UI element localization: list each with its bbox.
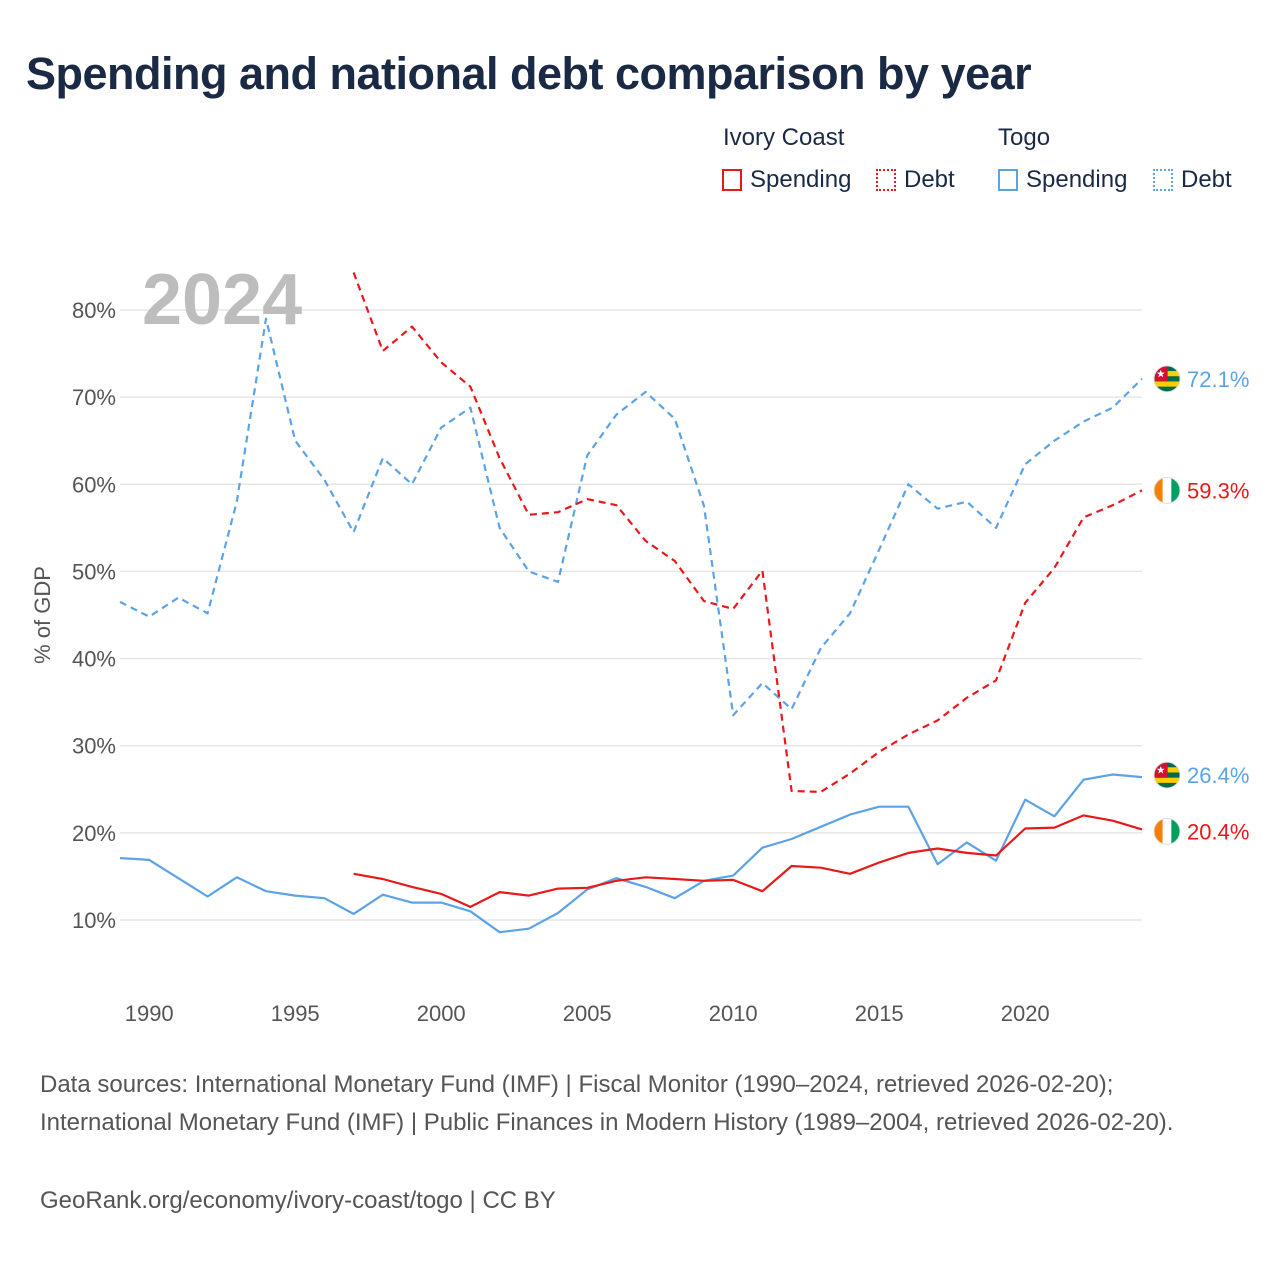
x-tick-label: 2005 xyxy=(563,1001,612,1026)
line-chart: 10% 20% 30% 40% 50% 60% 70% 80% 1990 1995 2000 2005… xyxy=(30,260,1249,1026)
legend-item-togo-debt[interactable]: Debt xyxy=(1153,166,1232,194)
legend-title-ivory-coast: Ivory Coast xyxy=(723,124,845,151)
x-tick-label: 2020 xyxy=(1001,1001,1050,1026)
data-sources: Data sources: International Monetary Fun… xyxy=(40,1071,1174,1136)
legend-label: Debt xyxy=(1181,166,1232,193)
chart-title: Spending and national debt comparison by… xyxy=(26,48,1032,99)
end-value-label: 59.3% xyxy=(1187,478,1249,503)
y-tick-label: 60% xyxy=(72,472,116,497)
legend-swatch-solid-icon xyxy=(998,169,1018,191)
legend-item-ivory-coast-debt[interactable]: Debt xyxy=(876,166,955,194)
legend-label: Spending xyxy=(750,166,852,193)
legend-swatch-solid-icon xyxy=(722,169,742,191)
x-tick-label: 1990 xyxy=(125,1001,174,1026)
end-value-label: 20.4% xyxy=(1187,819,1249,844)
legend-label: Spending xyxy=(1026,166,1128,193)
togo-flag xyxy=(1153,365,1181,393)
togo-flag xyxy=(1153,761,1181,789)
y-axis-label: % of GDP xyxy=(30,566,55,664)
ivory-coast-flag xyxy=(1153,476,1181,504)
y-tick-label: 50% xyxy=(72,559,116,584)
legend-item-togo-spending[interactable]: Spending xyxy=(998,166,1127,194)
legend-title-togo: Togo xyxy=(998,124,1051,151)
end-value-label: 26.4% xyxy=(1187,763,1249,788)
x-tick-label: 1995 xyxy=(271,1001,320,1026)
x-tick-label: 2000 xyxy=(417,1001,466,1026)
y-tick-label: 70% xyxy=(72,385,116,410)
legend-label: Debt xyxy=(904,166,955,193)
legend-swatch-dotted-icon xyxy=(1153,169,1173,191)
x-tick-label: 2015 xyxy=(855,1001,904,1026)
series-line-ivory-coast-debt xyxy=(352,272,1143,794)
series-line-togo-spending xyxy=(119,773,1143,934)
legend-swatch-dotted-icon xyxy=(876,169,896,191)
attribution: GeoRank.org/economy/ivory-coast/togo | C… xyxy=(40,1187,556,1214)
y-tick-label: 30% xyxy=(72,734,116,759)
year-watermark: 2024 xyxy=(142,260,302,340)
ivory-coast-flag xyxy=(1153,817,1181,845)
y-tick-label: 80% xyxy=(72,298,116,323)
series-line-ivory-coast-spending xyxy=(353,814,1143,909)
series-line-togo-debt xyxy=(119,317,1143,717)
y-tick-label: 40% xyxy=(72,647,116,672)
end-value-label: 72.1% xyxy=(1187,367,1249,392)
y-tick-label: 10% xyxy=(72,908,116,933)
legend-item-ivory-coast-spending[interactable]: Spending xyxy=(722,166,851,194)
x-tick-label: 2010 xyxy=(709,1001,758,1026)
y-tick-label: 20% xyxy=(72,821,116,846)
